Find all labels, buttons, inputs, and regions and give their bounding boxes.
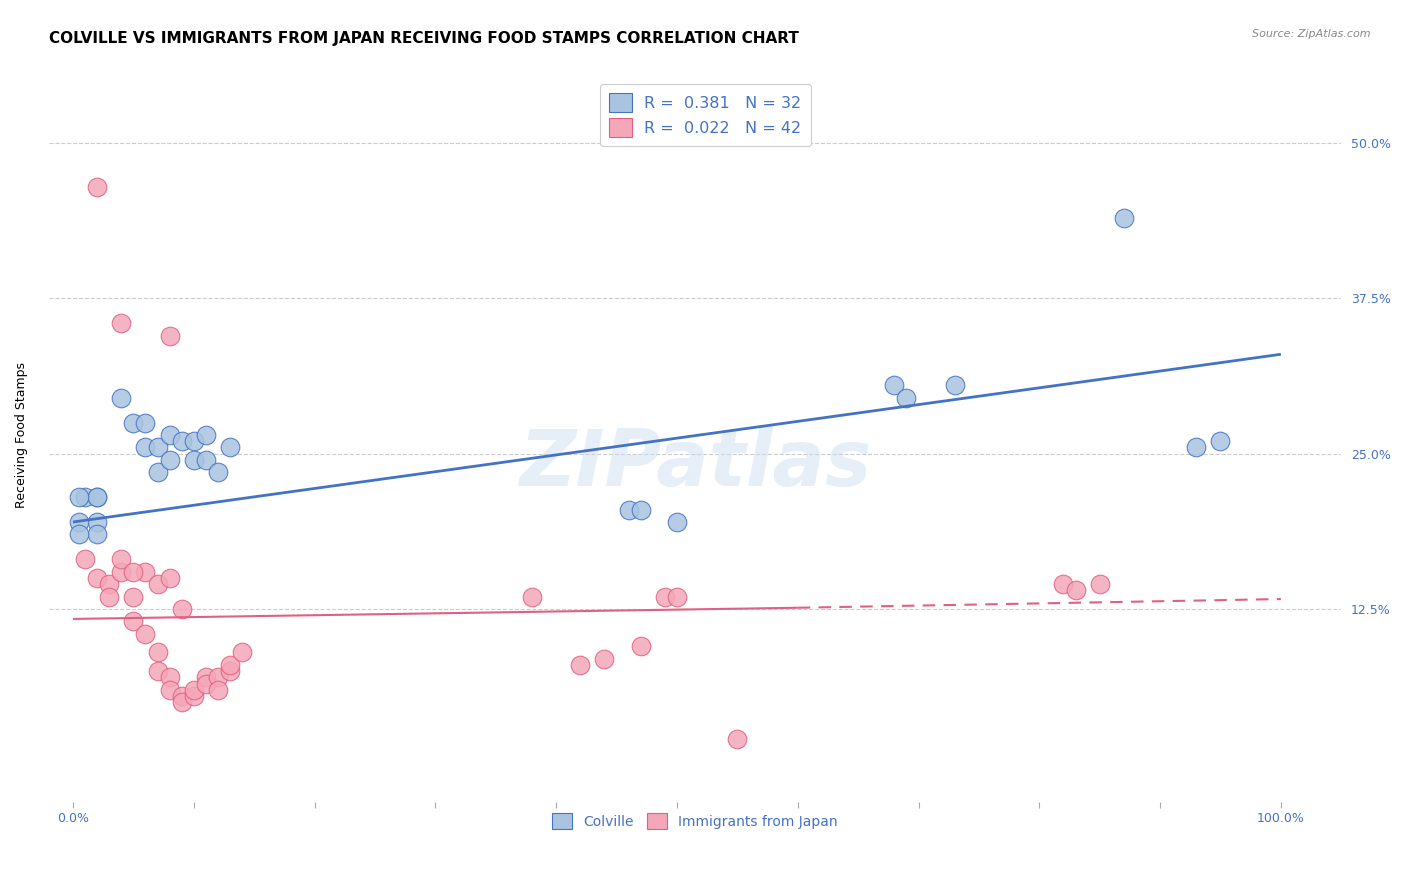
- Point: [67, 490, 90, 504]
- Point: [630, 502, 652, 516]
- Point: [110, 552, 132, 566]
- Point: [98, 590, 121, 604]
- Point: [183, 453, 205, 467]
- Point: [75, 552, 97, 566]
- Point: [122, 565, 145, 579]
- Point: [943, 378, 966, 392]
- Point: [86, 571, 108, 585]
- Point: [98, 577, 121, 591]
- Point: [665, 590, 688, 604]
- Point: [146, 664, 169, 678]
- Point: [67, 527, 90, 541]
- Point: [1209, 434, 1232, 449]
- Point: [134, 627, 156, 641]
- Point: [134, 416, 156, 430]
- Text: COLVILLE VS IMMIGRANTS FROM JAPAN RECEIVING FOOD STAMPS CORRELATION CHART: COLVILLE VS IMMIGRANTS FROM JAPAN RECEIV…: [49, 31, 799, 46]
- Point: [207, 670, 229, 684]
- Point: [134, 441, 156, 455]
- Point: [207, 466, 229, 480]
- Point: [883, 378, 905, 392]
- Point: [194, 428, 217, 442]
- Point: [219, 657, 242, 672]
- Point: [110, 565, 132, 579]
- Point: [896, 391, 918, 405]
- Point: [86, 490, 108, 504]
- Point: [159, 453, 181, 467]
- Point: [194, 670, 217, 684]
- Point: [159, 571, 181, 585]
- Legend: Colville, Immigrants from Japan: Colville, Immigrants from Japan: [547, 808, 844, 835]
- Point: [170, 602, 193, 616]
- Point: [146, 466, 169, 480]
- Point: [665, 515, 688, 529]
- Point: [1185, 441, 1208, 455]
- Point: [231, 645, 253, 659]
- Point: [1088, 577, 1111, 591]
- Point: [146, 645, 169, 659]
- Point: [183, 689, 205, 703]
- Point: [194, 676, 217, 690]
- Point: [146, 441, 169, 455]
- Point: [207, 682, 229, 697]
- Point: [110, 316, 132, 330]
- Point: [630, 640, 652, 654]
- Point: [122, 416, 145, 430]
- Point: [654, 590, 676, 604]
- Point: [170, 695, 193, 709]
- Text: Source: ZipAtlas.com: Source: ZipAtlas.com: [1253, 29, 1371, 38]
- Point: [159, 328, 181, 343]
- Point: [1052, 577, 1074, 591]
- Point: [194, 453, 217, 467]
- Point: [593, 651, 616, 665]
- Point: [86, 179, 108, 194]
- Point: [86, 490, 108, 504]
- Point: [67, 515, 90, 529]
- Y-axis label: Receiving Food Stamps: Receiving Food Stamps: [15, 362, 28, 508]
- Point: [75, 490, 97, 504]
- Point: [86, 527, 108, 541]
- Point: [170, 434, 193, 449]
- Point: [520, 590, 543, 604]
- Point: [219, 441, 242, 455]
- Point: [159, 682, 181, 697]
- Point: [183, 434, 205, 449]
- Point: [122, 615, 145, 629]
- Point: [159, 670, 181, 684]
- Point: [725, 732, 748, 747]
- Point: [134, 565, 156, 579]
- Point: [159, 428, 181, 442]
- Point: [617, 502, 640, 516]
- Point: [1064, 583, 1087, 598]
- Point: [86, 515, 108, 529]
- Point: [110, 391, 132, 405]
- Text: ZIPatlas: ZIPatlas: [519, 426, 872, 502]
- Point: [146, 577, 169, 591]
- Point: [569, 657, 592, 672]
- Point: [170, 689, 193, 703]
- Point: [219, 664, 242, 678]
- Point: [183, 682, 205, 697]
- Point: [122, 590, 145, 604]
- Point: [1112, 211, 1135, 225]
